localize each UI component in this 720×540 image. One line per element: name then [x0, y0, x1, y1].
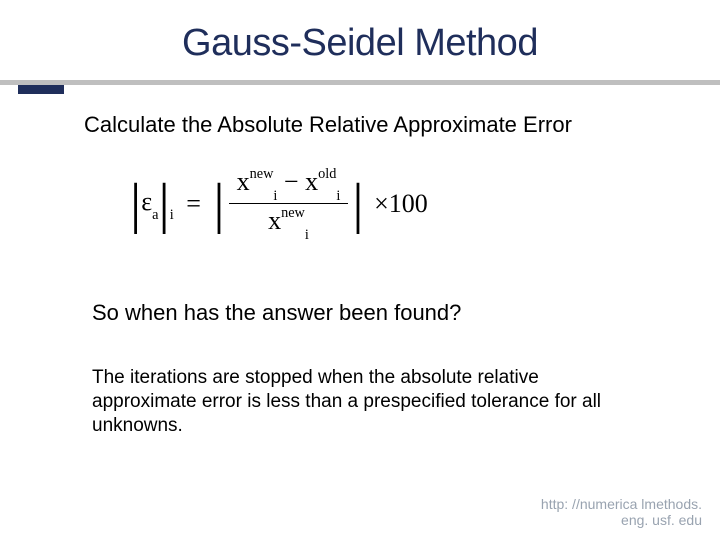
numerator: xnewi − xoldi — [229, 165, 349, 203]
sub-i-den: i — [305, 227, 309, 243]
page-title: Gauss-Seidel Method — [182, 22, 538, 64]
sub-i-num-1: i — [273, 188, 277, 204]
abs-bar-left-2: | — [213, 173, 224, 235]
sup-new-1: new — [250, 166, 274, 182]
sup-old: old — [318, 166, 336, 182]
slide: Gauss-Seidel Method Calculate the Absolu… — [0, 0, 720, 540]
subscript-i-1: i — [170, 207, 174, 223]
formula-region: |εa|i = | xnewi − xoldi xnewi | ×100 — [130, 165, 490, 242]
formula: |εa|i = | xnewi − xoldi xnewi | ×100 — [130, 187, 428, 216]
sub-i-num-2: i — [336, 188, 340, 204]
sup-new-2: new — [281, 205, 305, 221]
abs-bar-left-1: | — [130, 173, 141, 235]
subtitle-text: Calculate the Absolute Relative Approxim… — [84, 112, 572, 138]
fraction: xnewi − xoldi xnewi — [229, 165, 349, 242]
underline-navy-tab — [18, 85, 64, 94]
abs-bar-right-2: | — [352, 173, 363, 235]
times-sign: × — [374, 189, 389, 218]
epsilon-symbol: ε — [141, 187, 152, 216]
x-den: x — [268, 206, 281, 235]
hundred: 100 — [389, 189, 428, 218]
denominator: xnewi — [229, 204, 349, 242]
body-text: The iterations are stopped when the abso… — [92, 366, 632, 437]
title-region: Gauss-Seidel Method — [0, 22, 720, 65]
abs-bar-right-1: | — [159, 173, 170, 235]
subscript-a: a — [152, 207, 158, 223]
title-underline — [0, 80, 720, 98]
equals-sign: = — [186, 189, 201, 218]
underline-gray-bar — [0, 80, 720, 85]
times-100: ×100 — [374, 189, 428, 218]
minus-sign: − — [284, 167, 299, 196]
x-num-2: x — [305, 167, 318, 196]
x-num-1: x — [237, 167, 250, 196]
footer-url: http: //numerica lmethods. eng. usf. edu — [532, 496, 702, 528]
question-text: So when has the answer been found? — [92, 300, 461, 326]
